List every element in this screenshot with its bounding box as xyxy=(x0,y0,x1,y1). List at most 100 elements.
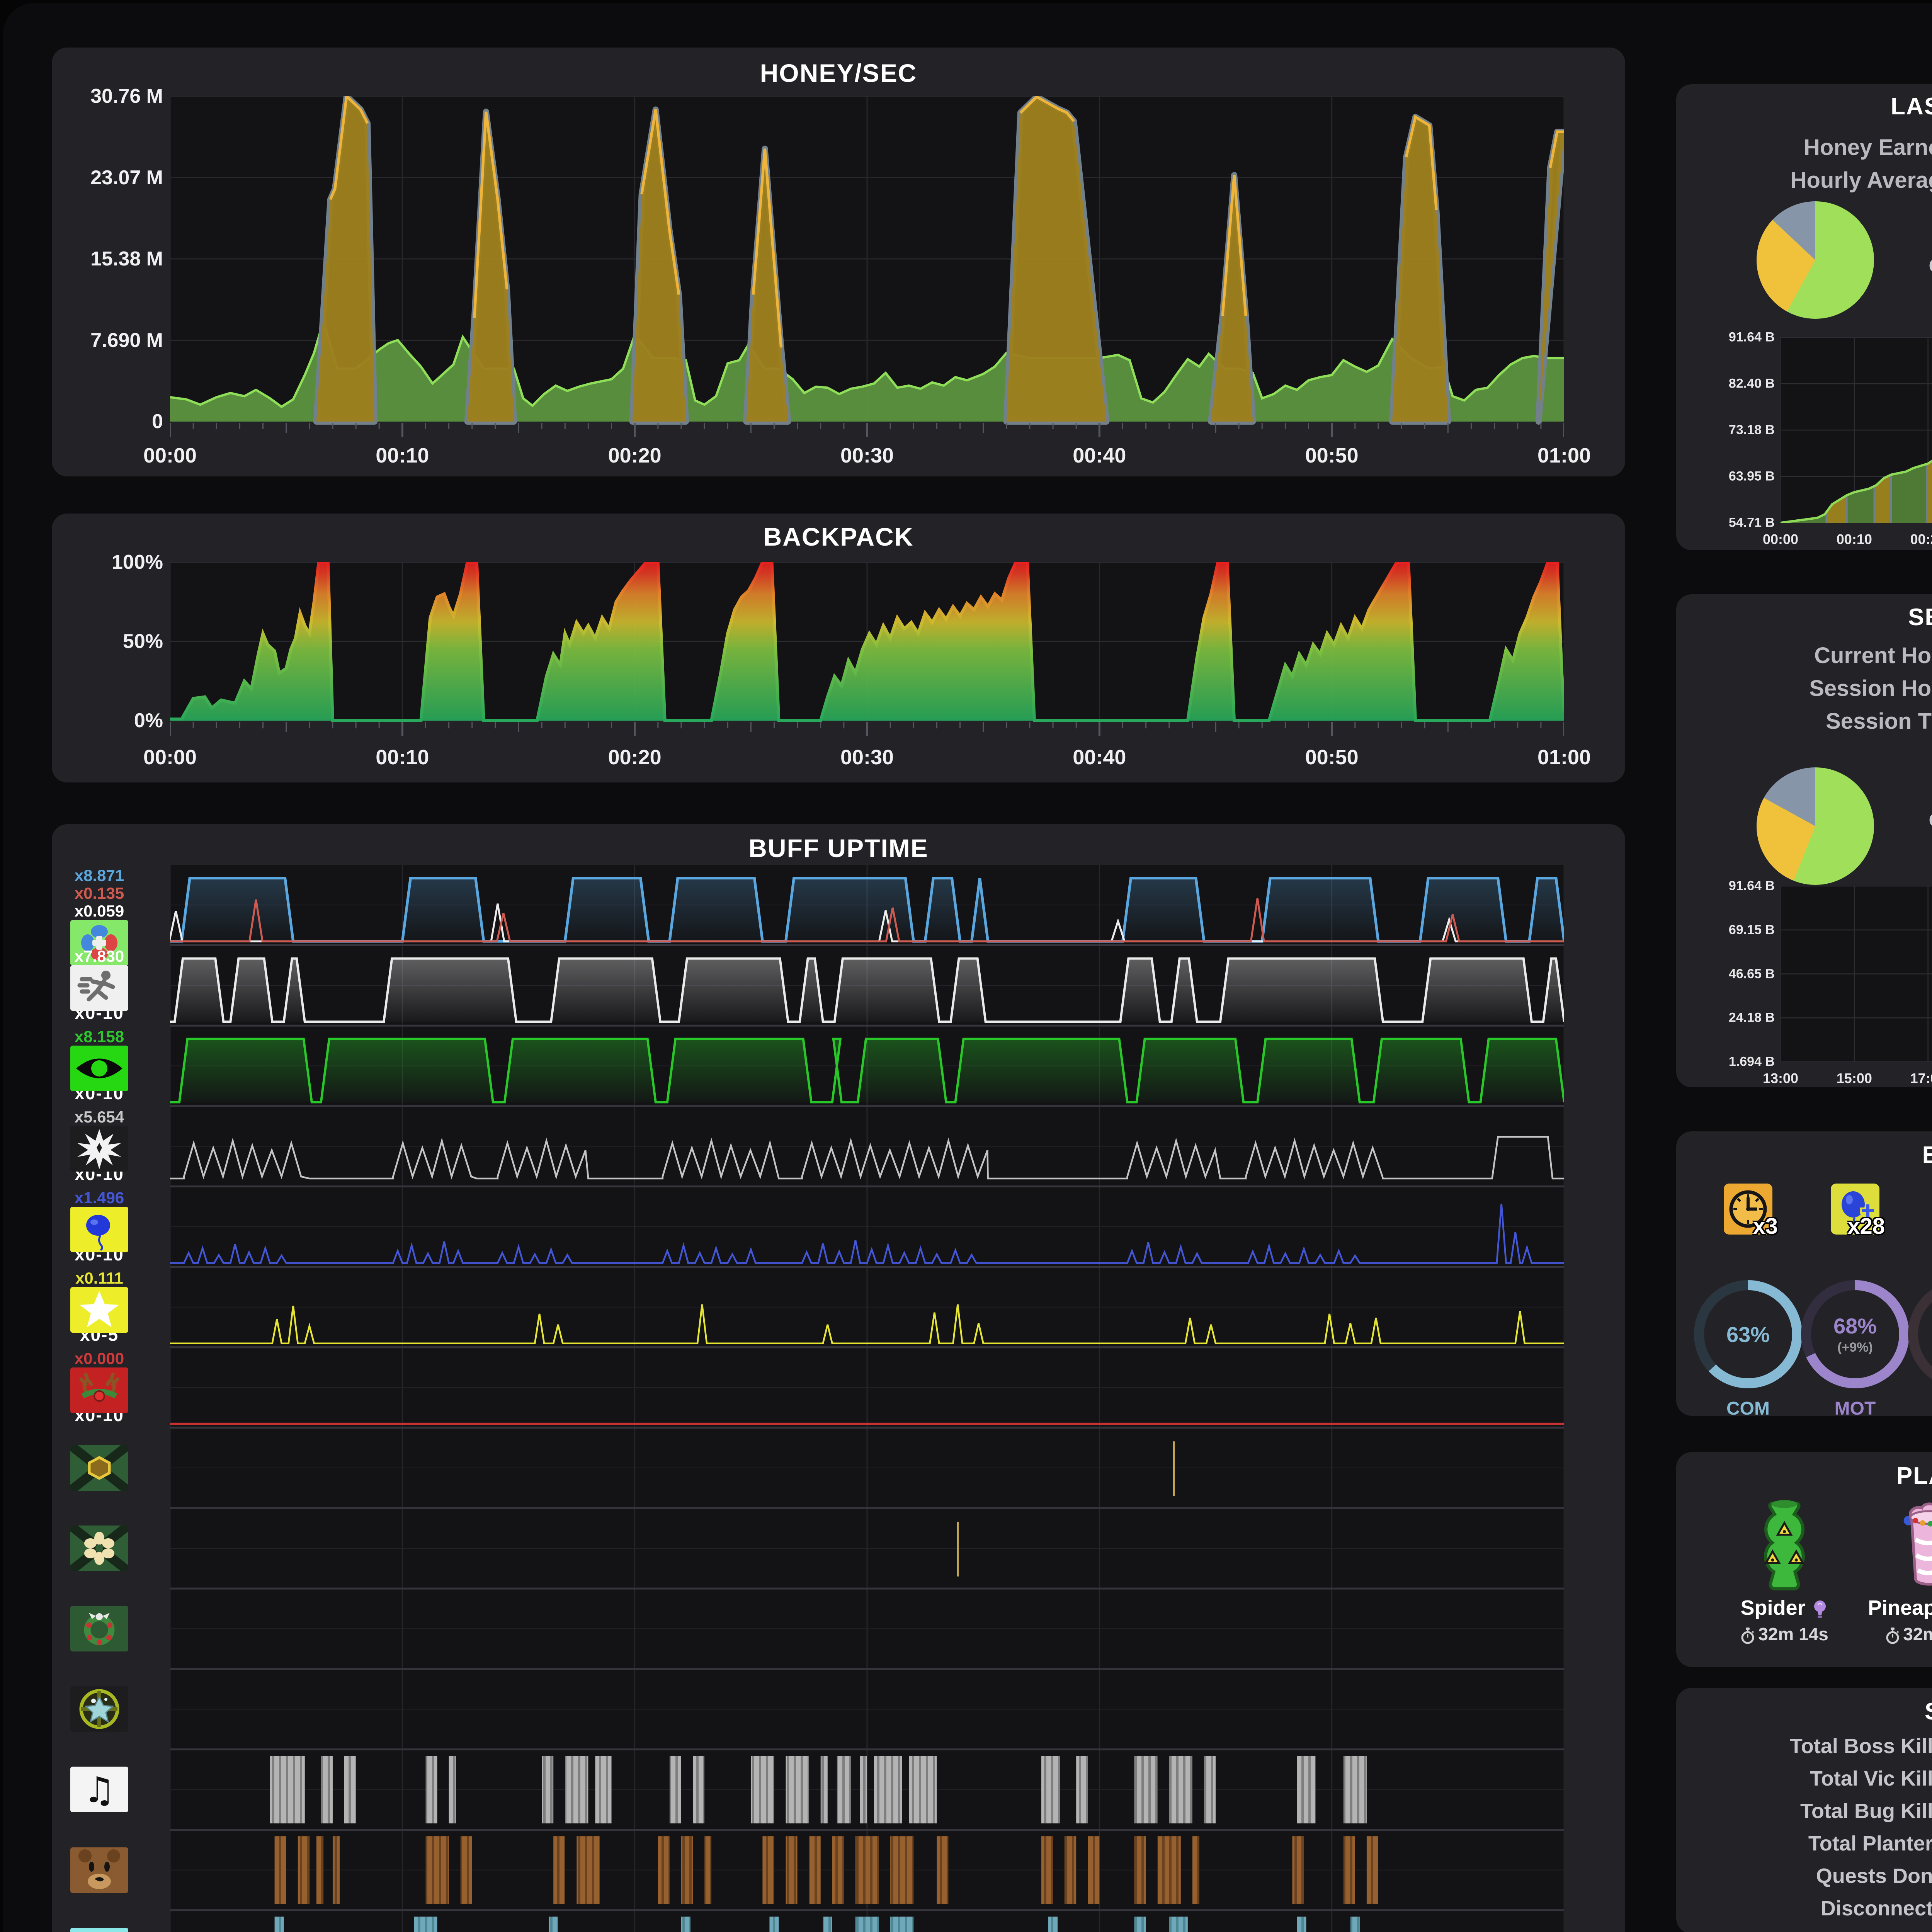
legend-label: Other xyxy=(1893,289,1932,311)
gauge-delta: (+9%) xyxy=(1837,1340,1873,1355)
stopwatch-icon xyxy=(1740,1627,1755,1645)
panel-title: BACKPACK xyxy=(763,522,914,551)
gauge-name: MOT xyxy=(1834,1398,1876,1419)
stats-panel: STATS Total Boss Kills0Total Vic Kills0T… xyxy=(1676,1688,1932,1932)
buffs-panel: BUFFS x3x28x0x0x063%COM68%(+9%)MOT24%(+1… xyxy=(1676,1131,1932,1419)
stat-label: Total Boss Kills xyxy=(1789,1735,1932,1758)
buff-multiplier-label: x0.135 xyxy=(74,884,124,903)
x-axis-label: 00:00 xyxy=(143,444,197,467)
mini-x-label: 15:00 xyxy=(1836,1070,1872,1086)
mini-x-label: 00:10 xyxy=(1836,531,1872,547)
legend-label: Gather xyxy=(1893,221,1932,243)
star-aura-icon xyxy=(70,1287,128,1333)
session-chart xyxy=(1781,886,1932,1062)
planter-name: Spider xyxy=(1715,1596,1854,1620)
buff-row-legend xyxy=(70,1430,128,1506)
x-axis-label: 00:40 xyxy=(1073,444,1126,467)
bulb-mode-icon xyxy=(1811,1599,1828,1619)
buff-row-legend: x1.496 x0-10 xyxy=(70,1189,128,1265)
planter-timer: 32m 14s xyxy=(1860,1624,1932,1645)
buff-row-legend: x0.000 x0-10 xyxy=(70,1349,128,1425)
panel-title: HONEY/SEC xyxy=(760,59,917,87)
buff-multiplier-label: x7.830 xyxy=(74,947,124,966)
spider-planter: Spider 32m 14s xyxy=(1715,1495,1854,1645)
star-amulet-icon xyxy=(70,1686,128,1732)
y-axis-label: 100% xyxy=(112,551,163,573)
buff-multiplier-label: x0.000 xyxy=(74,1349,124,1367)
mini-y-label: 24.18 B xyxy=(1728,1010,1775,1025)
stat-label: Total Vic Kills xyxy=(1810,1767,1932,1790)
stat-row-label: Honey Earned xyxy=(1804,135,1932,160)
melody-icon: ♫ xyxy=(70,1767,128,1813)
x-axis-label: 00:10 xyxy=(376,746,429,769)
panel-title: LAST HOUR xyxy=(1891,93,1932,120)
buff-multiplier-label: x8.871 xyxy=(74,866,124,885)
x-axis-label: 00:20 xyxy=(608,444,662,467)
activity-pie-chart xyxy=(1757,767,1874,885)
planter-timer: 32m 14s xyxy=(1715,1624,1854,1645)
buff-count-label: x28 xyxy=(1847,1214,1885,1239)
y-axis-label: 0% xyxy=(134,709,163,732)
honey-flag-icon xyxy=(70,1445,128,1491)
buff-multiplier-label: x8.158 xyxy=(74,1027,124,1046)
buff-uptime-panel: BUFF UPTIME 00:0000:1000:2000:3000:4000:… xyxy=(52,824,1625,1932)
gauge-value: 63% xyxy=(1726,1322,1770,1347)
legend-label: Convert xyxy=(1893,255,1932,277)
bear-morph-icon xyxy=(70,1847,128,1893)
x-axis-label: 00:30 xyxy=(840,444,894,467)
legend-label: Gather xyxy=(1893,776,1932,797)
com-gauge: 63% xyxy=(1694,1280,1802,1388)
svg-text:♫: ♫ xyxy=(83,1769,115,1811)
gauge-center: 24%(+14%) xyxy=(1918,1290,1932,1378)
session-panel: SESSION 91.64 B 69.15 B 46.65 B 24.18 B 1.69… xyxy=(1676,594,1932,1087)
mini-y-label: 91.64 B xyxy=(1728,878,1775,893)
buff-count-label: x3 xyxy=(1753,1214,1778,1239)
mini-y-label: 73.18 B xyxy=(1728,422,1775,437)
mini-y-label: 63.95 B xyxy=(1728,469,1775,484)
pineapple-planter: Pineapple 32m 14s xyxy=(1860,1495,1932,1645)
buff-row-legend xyxy=(70,1832,128,1908)
buff-row-legend xyxy=(70,1510,128,1586)
buff-multiplier-label: x0.059 xyxy=(74,902,124,920)
x-axis-label: 01:00 xyxy=(1537,746,1591,769)
buff-row-legend: ♫ xyxy=(70,1752,128,1827)
last-hour-chart xyxy=(1781,337,1932,523)
focus-icon xyxy=(70,1046,128,1092)
planters-panel: PLANTERS Spider 32m 14sPineapple 32m 14s… xyxy=(1676,1452,1932,1667)
y-axis-label: 15.38 M xyxy=(90,248,163,270)
honey-chart xyxy=(170,96,1564,437)
y-axis-label: 0 xyxy=(152,410,163,433)
mini-y-label: 1.694 B xyxy=(1728,1054,1775,1069)
x-axis-label: 00:20 xyxy=(608,746,662,769)
buff-uptime-chart xyxy=(170,865,1564,1932)
mini-x-label: 13:00 xyxy=(1762,1070,1799,1086)
stopwatch-icon xyxy=(1885,1627,1900,1645)
buff-row-legend: x7.830 x0-10 xyxy=(70,947,128,1023)
gauge-center: 68% (+9%) xyxy=(1811,1290,1899,1378)
mot-gauge: 68% (+9%) xyxy=(1801,1280,1909,1388)
balloon-blessing-icon: x28 xyxy=(1831,1184,1885,1239)
bomb-combo-icon xyxy=(70,1126,128,1172)
x-axis-label: 01:00 xyxy=(1537,444,1591,467)
panel-title: PLANTERS xyxy=(1896,1463,1932,1489)
buff-row-legend xyxy=(70,1913,128,1932)
buff-row-legend: x0.111 x0-5 xyxy=(70,1269,128,1345)
stat-label: Total Planters xyxy=(1808,1832,1932,1855)
panel-title: BUFFS xyxy=(1922,1142,1932,1168)
gauge-value: 68% xyxy=(1833,1314,1877,1338)
sat-gauge: 24%(+14%) xyxy=(1908,1280,1932,1388)
y-axis-label: 30.76 M xyxy=(90,85,163,107)
backpack-panel: BACKPACK 100% 50% 0% 00:00 00:10 00:20 00:30 00… xyxy=(52,514,1625,782)
stat-row-label: Session Time xyxy=(1826,709,1932,734)
baby-love-icon xyxy=(70,1927,128,1932)
haste-icon xyxy=(70,965,128,1011)
x-axis-label: 00:10 xyxy=(376,444,429,467)
panel-title: BUFF UPTIME xyxy=(748,834,929,862)
buff-row-legend: x8.158 x0-10 xyxy=(70,1028,128,1104)
stat-label: Total Bug Kills xyxy=(1800,1799,1932,1823)
stat-row-label: Current Honey xyxy=(1814,643,1932,668)
last-hour-panel: LAST HOUR 91.64 B 82.40 B 73.18 B 63.95 B 54… xyxy=(1676,84,1932,550)
